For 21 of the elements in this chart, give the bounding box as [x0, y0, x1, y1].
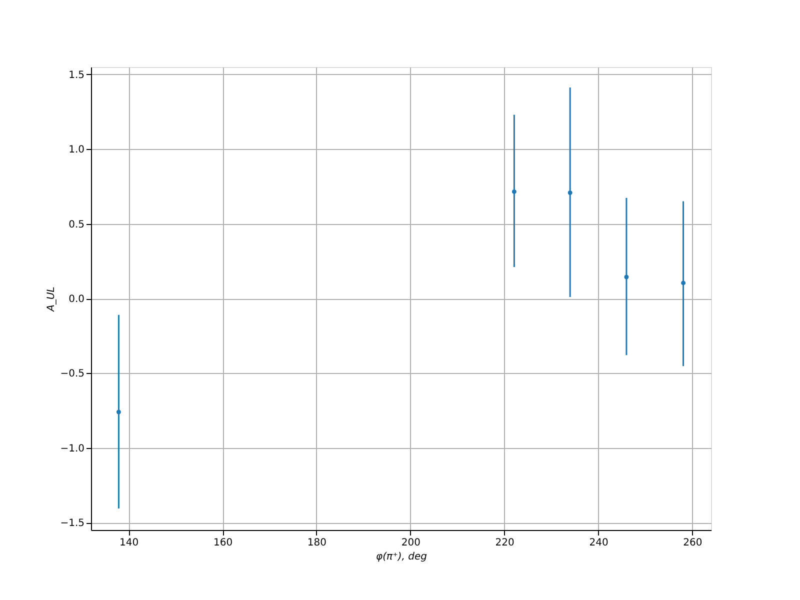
y-tick-label: 1.0	[68, 144, 84, 156]
y-axis-title: A_UL	[46, 286, 58, 312]
x-tick-label: 220	[495, 538, 514, 548]
x-axis-title: φ(π⁺), deg	[376, 552, 427, 562]
x-tick-label: 160	[213, 538, 233, 548]
x-tick-label: 200	[401, 538, 420, 548]
x-tick-label: 260	[683, 538, 702, 548]
point	[624, 274, 629, 280]
x-tick-label: 180	[307, 538, 326, 548]
y-tick-label: −0.5	[60, 368, 84, 380]
y-tick-label: 0.5	[68, 219, 84, 230]
y-tick-label: 0.0	[68, 294, 84, 305]
y-tick-label: 1.5	[68, 70, 84, 81]
x-tick-label: 240	[589, 538, 608, 548]
y-tick-label: −1.0	[60, 443, 84, 454]
point	[568, 190, 572, 195]
x-tick-label: 140	[120, 538, 139, 548]
point	[681, 280, 686, 286]
point	[512, 189, 516, 194]
point	[116, 410, 121, 414]
y-tick-label: −1.5	[60, 518, 84, 530]
